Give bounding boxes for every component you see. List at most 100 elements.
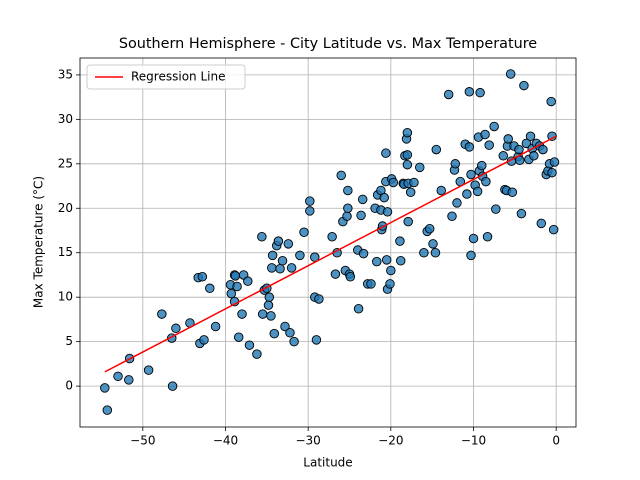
point	[464, 142, 475, 152]
point	[358, 248, 369, 259]
point	[252, 349, 262, 359]
point	[237, 309, 247, 319]
point	[277, 255, 288, 266]
point	[525, 131, 536, 141]
point	[547, 167, 557, 178]
point	[205, 283, 215, 294]
point	[450, 159, 461, 169]
point	[547, 131, 557, 141]
point	[356, 210, 366, 221]
point	[353, 303, 364, 314]
x-tick-label: −20	[378, 434, 403, 448]
point	[402, 159, 413, 170]
y-axis-label: Max Temperature (°C)	[32, 176, 46, 308]
point	[480, 129, 490, 140]
point	[475, 87, 485, 98]
point	[269, 328, 280, 339]
point	[447, 211, 457, 222]
point	[507, 187, 518, 198]
point	[419, 247, 429, 258]
x-tick-label: 0	[552, 434, 560, 448]
point	[536, 218, 547, 229]
point	[233, 332, 244, 342]
point	[327, 231, 337, 242]
point	[386, 265, 396, 276]
point	[336, 170, 346, 181]
point	[197, 271, 208, 282]
point	[342, 211, 352, 222]
point	[472, 186, 483, 197]
point	[430, 247, 441, 258]
point	[232, 281, 242, 292]
y-tick-label: 15	[58, 245, 73, 259]
point	[388, 177, 399, 188]
y-tick-label: 20	[58, 201, 73, 215]
point	[305, 196, 315, 206]
point	[379, 192, 389, 203]
point	[381, 255, 392, 265]
point	[295, 250, 305, 261]
point	[285, 327, 295, 338]
point	[529, 151, 539, 161]
point	[266, 311, 276, 321]
plot-frame	[79, 57, 577, 428]
point	[431, 144, 442, 155]
point	[466, 169, 476, 180]
point	[343, 203, 353, 214]
point	[305, 206, 315, 216]
point	[405, 187, 416, 198]
y-tick-label: 0	[65, 379, 73, 393]
point	[267, 250, 278, 261]
point	[210, 321, 221, 332]
point	[372, 256, 382, 267]
point	[436, 185, 447, 196]
y-tick-label: 35	[58, 67, 73, 81]
legend-label: Regression Line	[131, 70, 225, 84]
point	[299, 227, 309, 238]
point	[264, 292, 275, 302]
point	[143, 365, 154, 375]
point	[311, 335, 322, 345]
regression-line	[104, 135, 557, 373]
y-tick-label: 10	[58, 290, 73, 304]
point	[283, 239, 294, 249]
point	[498, 151, 509, 161]
point	[257, 309, 268, 319]
x-axis-label: Latitude	[303, 456, 352, 470]
point	[462, 189, 472, 199]
point	[546, 96, 556, 107]
point	[466, 250, 476, 261]
point	[538, 144, 548, 155]
point	[171, 323, 181, 334]
point	[505, 69, 516, 79]
point	[289, 336, 299, 347]
point	[403, 216, 413, 227]
point	[124, 375, 134, 385]
legend-box	[86, 64, 246, 90]
point	[514, 144, 524, 155]
chart-title: Southern Hemisphere - City Latitude vs. …	[119, 36, 537, 52]
point	[521, 138, 532, 149]
y-tick-label: 30	[58, 112, 73, 126]
point	[443, 89, 454, 100]
x-tick-label: −50	[130, 434, 155, 448]
point	[357, 194, 368, 205]
point	[468, 233, 479, 244]
point	[381, 148, 391, 158]
point	[516, 208, 527, 219]
x-tick-label: −40	[213, 434, 238, 448]
point	[273, 236, 284, 246]
point	[428, 239, 438, 249]
point	[280, 321, 290, 332]
point	[385, 279, 395, 289]
point	[395, 236, 405, 246]
point	[477, 160, 487, 171]
point	[113, 371, 123, 382]
point	[424, 223, 435, 234]
point	[343, 185, 353, 196]
point	[415, 162, 425, 173]
point	[286, 263, 297, 273]
x-tick-label: −10	[461, 434, 486, 448]
point	[366, 279, 376, 289]
point	[167, 381, 178, 391]
